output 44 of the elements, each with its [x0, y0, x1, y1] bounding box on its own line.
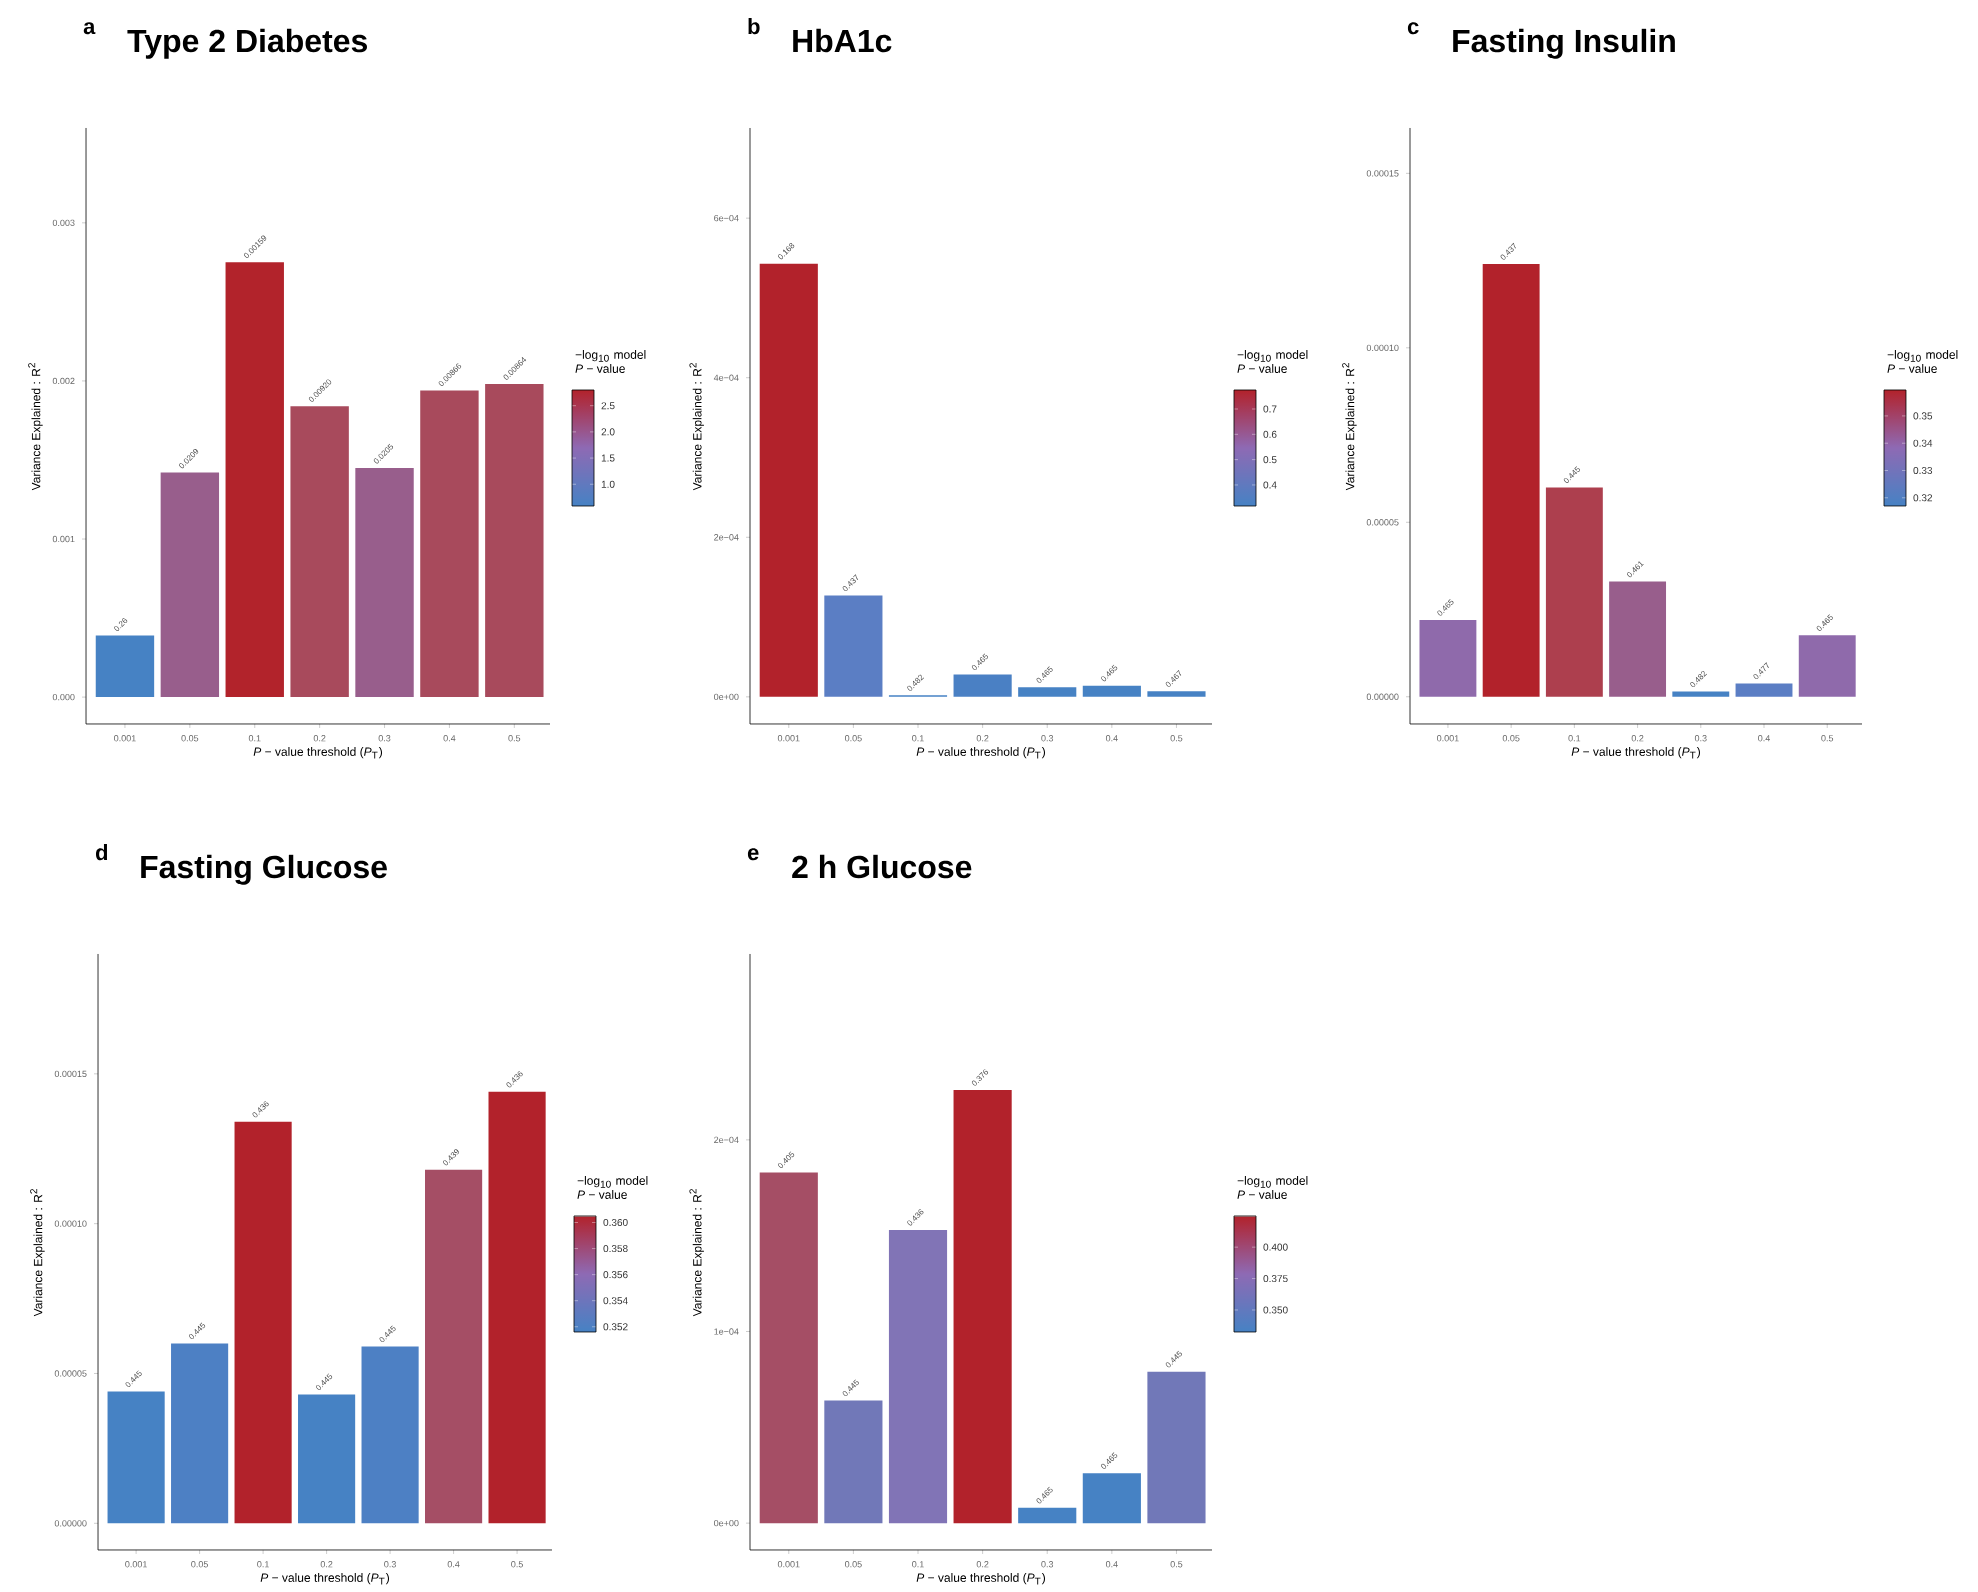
bar	[1735, 683, 1793, 697]
text: a	[83, 22, 96, 35]
text: e	[747, 848, 759, 861]
bar	[355, 467, 414, 698]
bar	[953, 1090, 1012, 1524]
bar	[824, 595, 883, 697]
bar	[1147, 691, 1206, 697]
chart-title: 2 h Glucose	[792, 854, 972, 879]
bar	[485, 384, 544, 698]
bar	[759, 1172, 818, 1524]
text: b	[748, 18, 760, 35]
chart-title: Type 2 Diabetes	[127, 28, 367, 59]
bar	[420, 390, 479, 698]
bar	[298, 1394, 356, 1524]
bar	[290, 406, 349, 698]
bar	[1609, 581, 1667, 697]
bar	[1545, 487, 1603, 697]
bar	[888, 1229, 948, 1524]
bar	[225, 262, 284, 698]
bar	[361, 1346, 419, 1524]
bar	[1482, 264, 1540, 697]
chart-title: Fasting Glucose	[141, 854, 387, 885]
bar	[1672, 691, 1730, 697]
bar	[759, 263, 818, 697]
bar	[953, 674, 1012, 697]
bar	[1798, 635, 1856, 697]
chart-title: HbA1c	[793, 28, 892, 53]
bar	[425, 1169, 483, 1524]
bar	[160, 472, 220, 698]
bar	[171, 1343, 229, 1524]
bar	[107, 1391, 165, 1524]
bar	[1018, 687, 1077, 697]
bar	[234, 1121, 292, 1524]
text: c	[1407, 22, 1419, 35]
bar	[488, 1091, 546, 1524]
bar	[95, 635, 155, 698]
bar	[1147, 1371, 1206, 1524]
bar	[1018, 1507, 1077, 1524]
bar	[1419, 620, 1477, 697]
bar	[824, 1400, 883, 1524]
text: d	[95, 844, 108, 861]
bar	[1082, 685, 1141, 697]
bar	[1082, 1473, 1141, 1524]
chart-title: Fasting Insulin	[1453, 28, 1675, 59]
